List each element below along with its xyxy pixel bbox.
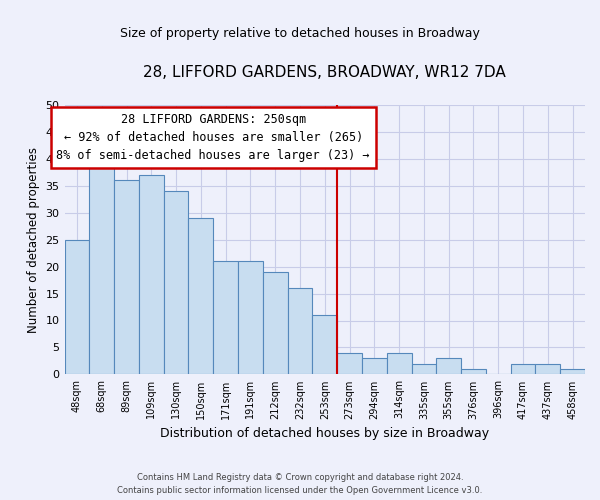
Bar — [139, 175, 164, 374]
Bar — [560, 369, 585, 374]
Bar — [65, 240, 89, 374]
Bar — [436, 358, 461, 374]
Bar — [287, 288, 313, 374]
Title: 28, LIFFORD GARDENS, BROADWAY, WR12 7DA: 28, LIFFORD GARDENS, BROADWAY, WR12 7DA — [143, 65, 506, 80]
Y-axis label: Number of detached properties: Number of detached properties — [27, 146, 40, 332]
Bar — [213, 261, 238, 374]
Bar — [263, 272, 287, 374]
Bar — [164, 191, 188, 374]
Bar — [89, 158, 114, 374]
Bar — [412, 364, 436, 374]
Bar — [313, 315, 337, 374]
Bar — [511, 364, 535, 374]
Bar — [114, 180, 139, 374]
Text: Size of property relative to detached houses in Broadway: Size of property relative to detached ho… — [120, 28, 480, 40]
Bar — [535, 364, 560, 374]
X-axis label: Distribution of detached houses by size in Broadway: Distribution of detached houses by size … — [160, 427, 490, 440]
Bar — [238, 261, 263, 374]
Bar — [188, 218, 213, 374]
Bar — [461, 369, 486, 374]
Bar — [387, 353, 412, 374]
Text: Contains HM Land Registry data © Crown copyright and database right 2024.
Contai: Contains HM Land Registry data © Crown c… — [118, 474, 482, 495]
Text: 28 LIFFORD GARDENS: 250sqm
← 92% of detached houses are smaller (265)
8% of semi: 28 LIFFORD GARDENS: 250sqm ← 92% of deta… — [56, 113, 370, 162]
Bar — [337, 353, 362, 374]
Bar — [362, 358, 387, 374]
